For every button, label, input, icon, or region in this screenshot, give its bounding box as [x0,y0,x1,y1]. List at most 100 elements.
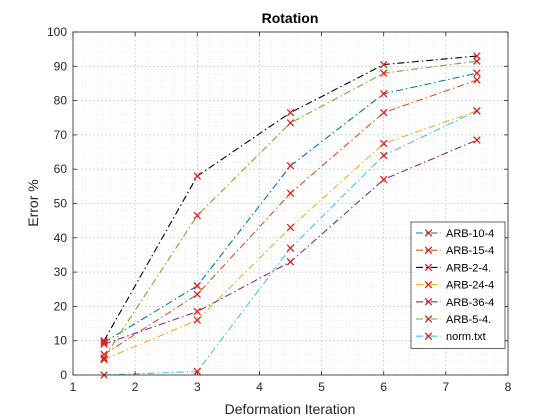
marker-stroke [473,69,481,77]
y-tick-label: 90 [54,59,68,73]
marker-stroke [193,290,202,299]
data-point [193,307,202,316]
legend-entry: ARB-2-4. [416,262,491,274]
data-point [193,316,202,324]
marker-stroke [286,119,295,127]
x-axis-label: Deformation Iteration [225,401,356,417]
marker-stroke [424,298,433,306]
marker-stroke [100,340,108,348]
legend-box [410,221,506,349]
legend: ARB-10-4 ARB-15-4 ARB-2-4. ARB-24-4 ARB-36-4… [410,221,506,349]
marker-stroke [193,307,202,316]
y-tick-label: 0 [60,368,67,382]
legend-swatch-marker [424,332,433,340]
data-point [473,69,481,77]
marker-stroke [193,282,202,290]
legend-swatch-marker [424,229,433,237]
legend-entry: ARB-36-4 [416,297,494,309]
marker-stroke [473,76,481,84]
data-point [473,57,481,65]
marker-stroke [424,332,433,340]
x-tick-label: 1 [70,380,77,394]
marker-stroke [193,172,202,180]
marker-stroke [379,175,388,184]
x-tick-label: 4 [256,380,263,394]
marker-stroke [100,336,108,345]
data-point [100,355,108,364]
data-point [286,108,295,117]
marker-stroke [379,139,388,148]
data-point [379,151,388,160]
legend-entry: norm.txt [416,331,486,343]
data-point [473,76,481,84]
marker-stroke [193,316,202,324]
data-point [379,175,388,184]
marker-stroke [424,315,433,323]
legend-entry: ARB-15-4 [416,245,494,257]
chart-title: Rotation [262,10,319,26]
legend-entry: ARB-24-4 [416,280,494,292]
marker-stroke [473,136,481,144]
legend-swatch-marker [424,263,433,272]
marker-stroke [379,69,388,77]
data-point [286,119,295,127]
data-point [286,189,295,197]
y-tick-label: 80 [54,94,68,108]
series-ARB-36-4 [100,136,481,348]
data-point [379,89,388,98]
legend-label: ARB-10-4 [446,228,494,240]
marker-stroke [473,107,481,115]
data-point [379,60,388,69]
marker-stroke [286,244,295,252]
marker-stroke [424,246,433,254]
data-point [286,223,295,232]
legend-label: norm.txt [446,331,486,343]
legend-swatch-marker [424,280,433,289]
data-point [286,162,295,170]
data-point [100,354,108,362]
y-tick-label: 60 [54,162,68,176]
x-tick-label: 3 [194,380,201,394]
legend-entry: ARB-5-4. [416,314,491,326]
marker-stroke [379,151,388,160]
legend-swatch-marker [424,315,433,323]
data-point [193,282,202,290]
series-ARB-5-4. [100,57,481,362]
data-point [286,244,295,252]
data-point [473,136,481,144]
legend-label: ARB-2-4. [446,262,491,274]
data-point [100,340,108,348]
marker-stroke [193,211,202,220]
y-tick-label: 10 [54,334,68,348]
marker-stroke [286,108,295,117]
marker-stroke [286,258,295,266]
legend-label: ARB-24-4 [446,280,494,292]
y-tick-label: 100 [47,25,67,39]
series-line [103,60,478,359]
legend-label: ARB-36-4 [446,297,494,309]
data-point [379,69,388,77]
marker-stroke [473,57,481,65]
y-tick-label: 40 [54,231,68,245]
marker-stroke [424,280,433,289]
data-point [193,290,202,299]
legend-label: ARB-15-4 [446,245,494,257]
series-ARB-15-4 [100,76,481,359]
data-point [193,172,202,180]
marker-stroke [424,229,433,237]
series-ARB-10-4 [100,69,481,347]
x-tick-label: 2 [132,380,139,394]
data-point [286,258,295,266]
series-line [103,55,477,341]
y-axis-label: Error % [25,179,41,226]
marker-stroke [100,355,108,364]
y-tick-label: 30 [54,265,68,279]
marker-stroke [286,162,295,170]
data-point [100,338,108,347]
marker-stroke [379,60,388,69]
y-tick-label: 20 [54,299,68,313]
x-tick-label: 5 [318,380,325,394]
y-tick-label: 70 [54,128,68,142]
